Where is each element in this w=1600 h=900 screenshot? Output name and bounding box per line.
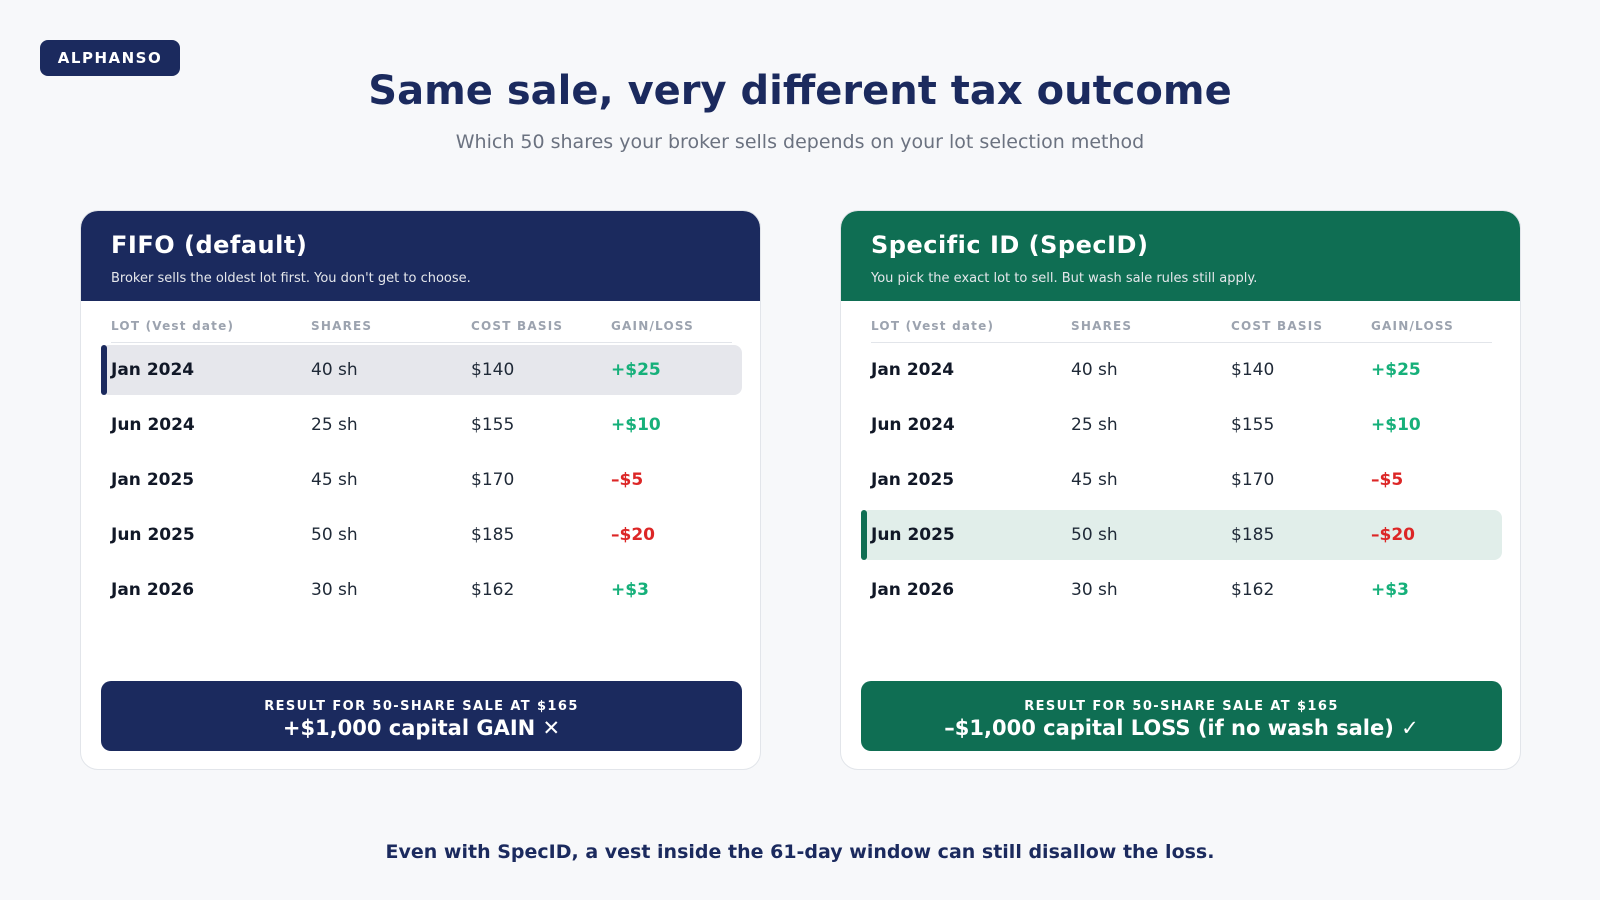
cost-basis-cell: $155 (471, 415, 515, 435)
lot-cell: Jan 2024 (871, 360, 955, 380)
lot-cell: Jun 2025 (871, 525, 955, 545)
specid-card-title: Specific ID (SpecID) (871, 231, 1149, 259)
gain-loss-cell: +$3 (611, 580, 649, 600)
table-row: Jan 2026 30 sh $162 +$3 (81, 565, 760, 615)
shares-cell: 40 sh (311, 360, 358, 380)
gain-loss-cell: –$20 (1371, 525, 1415, 545)
specid-card-header: Specific ID (SpecID) You pick the exact … (841, 211, 1520, 301)
lot-cell: Jan 2025 (871, 470, 955, 490)
shares-cell: 45 sh (1071, 470, 1118, 490)
fifo-card: FIFO (default) Broker sells the oldest l… (80, 210, 761, 770)
lot-cell: Jan 2025 (111, 470, 195, 490)
column-header-shares: SHARES (1071, 319, 1133, 333)
specid-column-headers: LOT (Vest date) SHARES COST BASIS GAIN/L… (871, 319, 1492, 343)
gain-loss-cell: +$25 (611, 360, 661, 380)
table-row-selected: Jan 2024 40 sh $140 +$25 (101, 345, 742, 395)
fifo-result-box: RESULT FOR 50-SHARE SALE AT $165 +$1,000… (101, 681, 742, 751)
gain-loss-cell: –$5 (611, 470, 644, 490)
specid-card: Specific ID (SpecID) You pick the exact … (840, 210, 1521, 770)
lot-cell: Jan 2024 (111, 360, 195, 380)
lot-cell: Jun 2025 (111, 525, 195, 545)
lot-cell: Jan 2026 (111, 580, 195, 600)
column-header-lot: LOT (Vest date) (871, 319, 995, 333)
lot-cell: Jun 2024 (111, 415, 195, 435)
gain-loss-cell: +$10 (611, 415, 661, 435)
fifo-card-header: FIFO (default) Broker sells the oldest l… (81, 211, 760, 301)
cost-basis-cell: $162 (1231, 580, 1275, 600)
cost-basis-cell: $185 (471, 525, 515, 545)
fifo-result-label: RESULT FOR 50-SHARE SALE AT $165 (264, 699, 579, 714)
gain-loss-cell: +$25 (1371, 360, 1421, 380)
fifo-column-headers: LOT (Vest date) SHARES COST BASIS GAIN/L… (111, 319, 732, 343)
shares-cell: 25 sh (1071, 415, 1118, 435)
table-row: Jan 2025 45 sh $170 –$5 (841, 455, 1520, 505)
gain-loss-cell: –$20 (611, 525, 655, 545)
table-row: Jun 2024 25 sh $155 +$10 (841, 400, 1520, 450)
column-header-gain-loss: GAIN/LOSS (1371, 319, 1454, 333)
column-header-lot: LOT (Vest date) (111, 319, 235, 333)
column-header-shares: SHARES (311, 319, 373, 333)
shares-cell: 50 sh (1071, 525, 1118, 545)
lot-cell: Jun 2024 (871, 415, 955, 435)
fifo-card-description: Broker sells the oldest lot first. You d… (111, 271, 471, 286)
cost-basis-cell: $170 (471, 470, 515, 490)
gain-loss-cell: +$10 (1371, 415, 1421, 435)
shares-cell: 40 sh (1071, 360, 1118, 380)
table-row-selected: Jun 2025 50 sh $185 –$20 (861, 510, 1502, 560)
shares-cell: 50 sh (311, 525, 358, 545)
table-row: Jan 2025 45 sh $170 –$5 (81, 455, 760, 505)
specid-result-box: RESULT FOR 50-SHARE SALE AT $165 –$1,000… (861, 681, 1502, 751)
page-title: Same sale, very different tax outcome (368, 68, 1232, 114)
table-row: Jan 2026 30 sh $162 +$3 (841, 565, 1520, 615)
cost-basis-cell: $162 (471, 580, 515, 600)
selected-row-indicator (101, 345, 107, 395)
gain-loss-cell: +$3 (1371, 580, 1409, 600)
cost-basis-cell: $140 (471, 360, 515, 380)
specid-result-label: RESULT FOR 50-SHARE SALE AT $165 (1024, 699, 1339, 714)
cost-basis-cell: $170 (1231, 470, 1275, 490)
page-subtitle: Which 50 shares your broker sells depend… (455, 131, 1145, 153)
table-row: Jun 2024 25 sh $155 +$10 (81, 400, 760, 450)
shares-cell: 45 sh (311, 470, 358, 490)
specid-card-description: You pick the exact lot to sell. But wash… (871, 271, 1258, 286)
footer-note: Even with SpecID, a vest inside the 61-d… (385, 841, 1215, 863)
lot-cell: Jan 2026 (871, 580, 955, 600)
fifo-card-title: FIFO (default) (111, 231, 308, 259)
shares-cell: 30 sh (311, 580, 358, 600)
column-header-gain-loss: GAIN/LOSS (611, 319, 694, 333)
cost-basis-cell: $140 (1231, 360, 1275, 380)
table-row: Jan 2024 40 sh $140 +$25 (841, 345, 1520, 395)
specid-lot-table: Jan 2024 40 sh $140 +$25 Jun 2024 25 sh $155 +$… (841, 345, 1520, 620)
specid-result-value: –$1,000 capital LOSS (if no wash sale) ✓ (944, 716, 1419, 740)
table-row: Jun 2025 50 sh $185 –$20 (81, 510, 760, 560)
gain-loss-cell: –$5 (1371, 470, 1404, 490)
cost-basis-cell: $185 (1231, 525, 1275, 545)
cost-basis-cell: $155 (1231, 415, 1275, 435)
fifo-lot-table: Jan 2024 40 sh $140 +$25 Jun 2024 25 sh $155 +$… (81, 345, 760, 620)
fifo-result-value: +$1,000 capital GAIN ✕ (282, 716, 561, 740)
column-header-cost-basis: COST BASIS (471, 319, 564, 333)
shares-cell: 25 sh (311, 415, 358, 435)
column-header-cost-basis: COST BASIS (1231, 319, 1324, 333)
selected-row-indicator (861, 510, 867, 560)
brand-badge: ALPHANSO (40, 40, 180, 76)
shares-cell: 30 sh (1071, 580, 1118, 600)
